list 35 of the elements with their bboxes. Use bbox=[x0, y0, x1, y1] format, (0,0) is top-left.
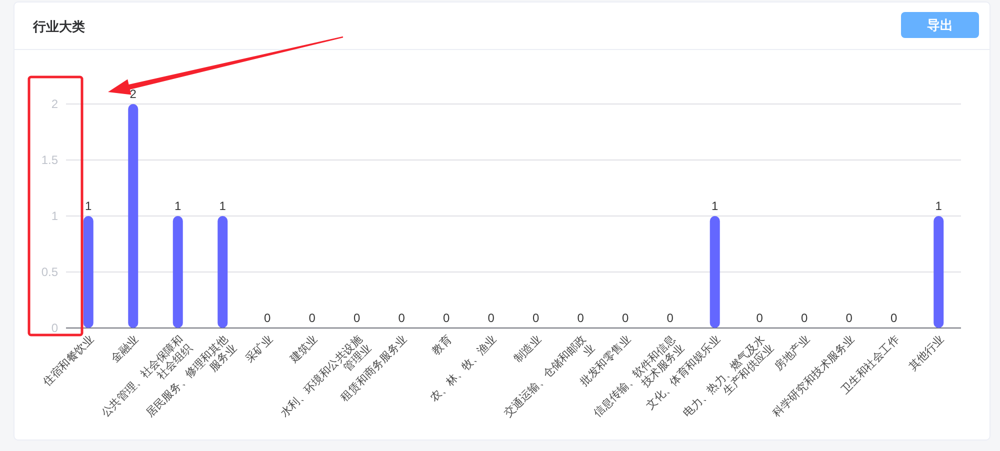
data-label: 0 bbox=[264, 311, 271, 325]
data-label: 0 bbox=[622, 311, 629, 325]
data-label: 0 bbox=[846, 311, 852, 325]
ytick: 1.5 bbox=[41, 153, 58, 167]
data-label: 0 bbox=[666, 311, 674, 325]
xtick: 采矿业 bbox=[244, 333, 276, 366]
data-label: 0 bbox=[577, 311, 584, 325]
ytick: 2 bbox=[51, 97, 58, 111]
data-label: 0 bbox=[890, 311, 898, 325]
xtick: 建筑业 bbox=[288, 333, 320, 366]
ytick: 0.5 bbox=[41, 265, 58, 279]
data-label: 0 bbox=[756, 311, 763, 325]
data-label: 1 bbox=[174, 199, 182, 213]
data-label: 0 bbox=[488, 311, 494, 325]
data-label: 0 bbox=[308, 311, 316, 325]
data-label: 1 bbox=[219, 199, 226, 213]
data-label: 1 bbox=[712, 199, 718, 213]
data-label: 0 bbox=[532, 311, 540, 325]
xtick: 住宿和餐饮业 bbox=[41, 333, 96, 389]
data-label: 1 bbox=[935, 199, 942, 213]
data-label: 1 bbox=[85, 199, 92, 213]
ytick: 0 bbox=[51, 321, 58, 335]
button: 导出 bbox=[901, 12, 979, 38]
data-label: 0 bbox=[354, 311, 360, 325]
data-label: 0 bbox=[443, 311, 450, 325]
data-label: 2 bbox=[130, 87, 136, 101]
data-label: 0 bbox=[398, 311, 405, 325]
xtick: 教育 bbox=[430, 333, 454, 358]
xtick: 其他行业 bbox=[906, 333, 947, 374]
title: 行业大类 bbox=[33, 19, 85, 34]
ytick: 1 bbox=[51, 209, 58, 223]
xtick: 金融业 bbox=[109, 333, 142, 366]
xtick: 房地产业 bbox=[772, 333, 812, 374]
xtick: 制造业 bbox=[512, 333, 544, 366]
data-label: 0 bbox=[801, 311, 808, 325]
